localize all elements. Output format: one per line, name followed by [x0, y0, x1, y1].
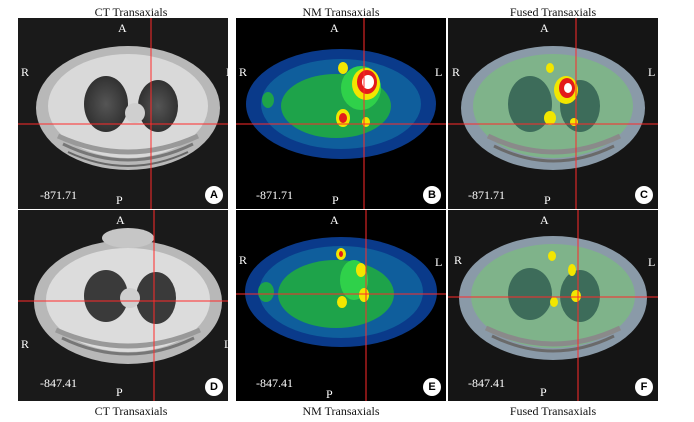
panel-badge: C — [635, 186, 653, 204]
ct-lower-image — [18, 210, 228, 401]
label-right: R — [21, 337, 30, 351]
label-anterior: A — [540, 213, 549, 227]
nm-upper-image — [236, 18, 446, 209]
panel-badge: E — [423, 378, 441, 396]
label-left: L — [648, 255, 656, 269]
panel-ct-upper[interactable]: A R L P -871.71 A — [18, 18, 228, 209]
label-posterior: P — [544, 193, 551, 207]
label-posterior: P — [116, 385, 123, 399]
label-anterior: A — [116, 213, 125, 227]
panel-value: -847.41 — [40, 376, 77, 390]
panel-nm-lower[interactable]: A R L P -847.41 E — [236, 210, 446, 401]
panel-value: -847.41 — [468, 376, 505, 390]
label-right: R — [454, 253, 463, 267]
label-left: L — [435, 65, 443, 79]
title-bottom-ct: CT Transaxials — [94, 404, 168, 418]
label-left: L — [435, 255, 443, 269]
label-anterior: A — [118, 21, 127, 35]
label-posterior: P — [332, 193, 339, 207]
panel-fused-lower[interactable]: A R L P -847.41 F — [448, 210, 658, 401]
fused-upper-image — [448, 18, 658, 209]
panel-value: -847.41 — [256, 376, 293, 390]
label-right: R — [452, 65, 461, 79]
label-left: L — [226, 66, 228, 78]
label-right: R — [239, 253, 248, 267]
title-top-ct: CT Transaxials — [94, 5, 168, 19]
panel-nm-upper[interactable]: A R L P -871.71 B — [236, 18, 446, 209]
title-top-nm: NM Transaxials — [302, 5, 380, 19]
panel-badge: D — [205, 378, 223, 396]
panel-badge: A — [205, 186, 223, 204]
panel-value: -871.71 — [40, 188, 77, 202]
label-left: L — [224, 337, 228, 351]
fused-lower-image — [448, 210, 658, 401]
title-top-fused: Fused Transaxials — [509, 5, 597, 19]
title-bottom-fused: Fused Transaxials — [509, 404, 597, 418]
label-anterior: A — [330, 213, 339, 227]
label-anterior: A — [330, 21, 339, 35]
ct-upper-image — [18, 18, 228, 209]
panel-ct-lower[interactable]: A R L P -847.41 D — [18, 210, 228, 401]
label-posterior: P — [540, 385, 547, 399]
label-right: R — [21, 65, 30, 79]
title-bottom-nm: NM Transaxials — [302, 404, 380, 418]
panel-badge: F — [635, 378, 653, 396]
label-anterior: A — [540, 21, 549, 35]
panel-badge: B — [423, 186, 441, 204]
label-right: R — [239, 65, 248, 79]
panel-fused-upper[interactable]: A R L P -871.71 C — [448, 18, 658, 209]
label-posterior: P — [116, 193, 123, 207]
label-posterior: P — [326, 387, 333, 401]
nm-lower-image — [236, 210, 446, 401]
label-left: L — [648, 65, 656, 79]
panel-value: -871.71 — [256, 188, 293, 202]
panel-value: -871.71 — [468, 188, 505, 202]
